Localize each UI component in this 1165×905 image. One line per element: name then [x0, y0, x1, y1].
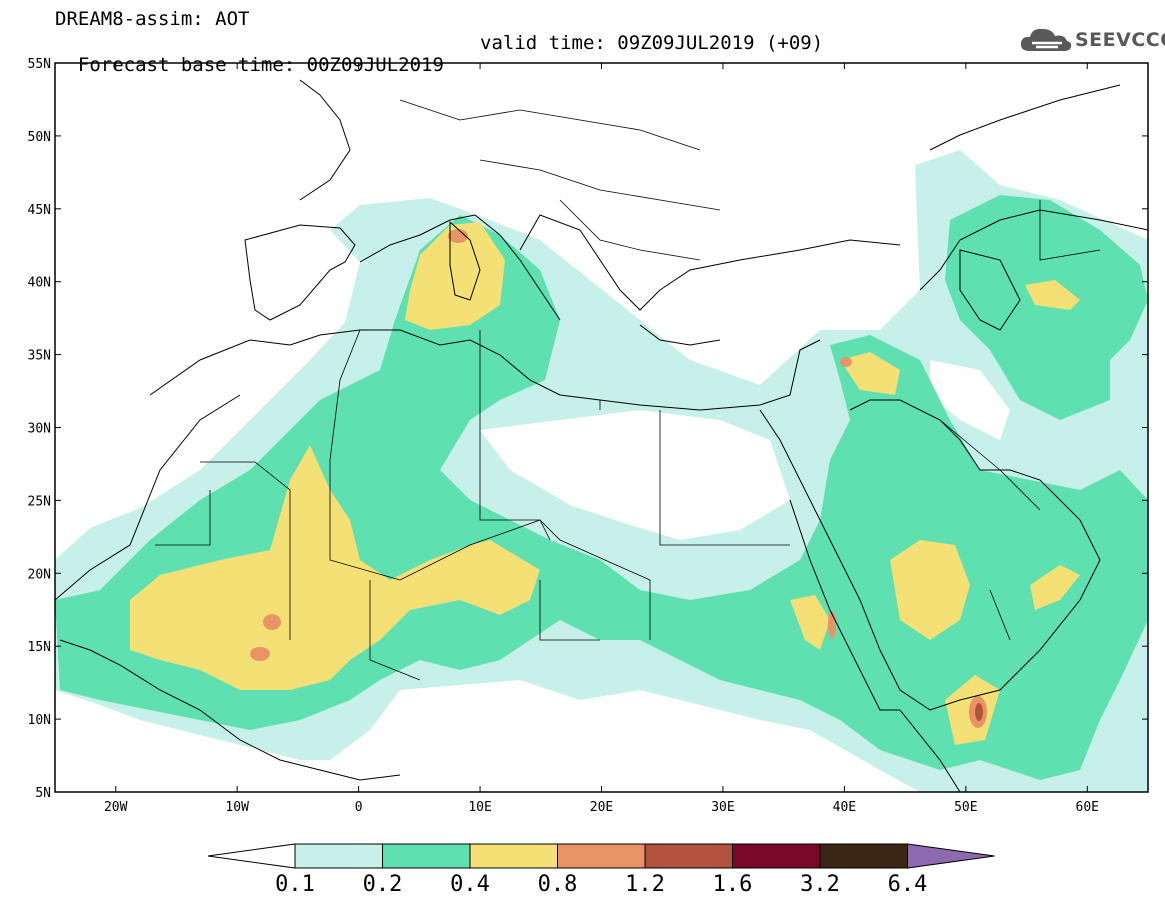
colorbar-segment: [294, 843, 383, 869]
colorbar-label: 0.4: [450, 872, 490, 897]
colorbar-label: 0.1: [275, 872, 315, 897]
aot-clear-iran: [930, 360, 1010, 440]
aot-band-0.4-redsea: [790, 595, 830, 650]
lat-label: 40N: [28, 276, 51, 291]
colorbar-over-triangle: [907, 843, 995, 869]
colorbar-segment: [557, 843, 646, 869]
colorbar-label: 1.6: [712, 872, 753, 897]
lat-label: 30N: [28, 422, 51, 437]
base-time: Forecast base time: 00Z09JUL2019: [77, 54, 444, 76]
lon-label: 20W: [104, 800, 128, 815]
lon-label: 10W: [225, 800, 249, 815]
logo-text: SEEVCCC: [1075, 29, 1165, 51]
lat-label: 5N: [35, 786, 51, 801]
aot-band-0.4-iraq: [840, 352, 900, 395]
aot-band-0.4-oman: [1030, 565, 1080, 610]
latitude-axis: 55N 50N 45N 40N 35N 30N 25N 20N 15N 10N 5N: [28, 57, 1148, 801]
lon-label: 0: [355, 800, 363, 815]
aot-band-0.8-genoa: [448, 229, 468, 243]
lon-label: 30E: [711, 800, 734, 815]
seevccc-logo: SEEVCCC: [1018, 25, 1165, 55]
lon-label: 40E: [833, 800, 856, 815]
colorbar-label: 0.8: [537, 872, 578, 897]
colorbar-label: 1.2: [625, 872, 665, 897]
lat-label: 15N: [28, 640, 51, 655]
lat-label: 20N: [28, 567, 51, 582]
aot-band-0.2-caspian: [945, 195, 1148, 420]
colorbar-label: 3.2: [800, 872, 840, 897]
lat-label: 10N: [28, 713, 51, 728]
colorbar-label: 6.4: [887, 872, 928, 897]
aot-band-1.2-somalia: [975, 703, 983, 721]
lat-label: 50N: [28, 130, 51, 145]
colorbar-segment: [819, 843, 908, 869]
colorbar-label: 0.2: [362, 872, 403, 897]
lon-label: 10E: [468, 800, 491, 815]
lat-label: 55N: [28, 57, 51, 72]
colorbar-under-triangle: [207, 843, 296, 869]
colorbar: [207, 843, 995, 869]
lat-label: 25N: [28, 494, 51, 509]
lat-label: 45N: [28, 203, 51, 218]
lon-label: 60E: [1076, 800, 1099, 815]
lon-label: 20E: [590, 800, 613, 815]
cloud-icon: [1020, 28, 1072, 51]
aot-band-0.4-arabia: [890, 540, 970, 640]
aot-band-0.8-mali: [263, 614, 281, 630]
forecast-times: Forecast base time: 00Z09JUL2019 valid ti…: [55, 32, 823, 76]
aot-band-0.8-niger: [250, 647, 270, 661]
colorbar-segment: [732, 843, 821, 869]
lon-label: 50E: [954, 800, 977, 815]
borders: [155, 99, 1101, 681]
chart-title: DREAM8-assim: AOT: [55, 8, 250, 30]
valid-time: valid time: 09Z09JUL2019 (+09): [480, 32, 824, 54]
colorbar-segment: [382, 843, 471, 869]
longitude-axis: 20W 10W 0 10E 20E 30E 40E 50E 60E: [104, 63, 1099, 815]
aot-band-0.4-sardinia: [405, 222, 505, 330]
aot-band-0.4-kz: [1025, 280, 1080, 310]
colorbar-segment: [469, 843, 558, 869]
aot-band-0.4-sahel: [130, 445, 540, 690]
lat-label: 35N: [28, 349, 51, 364]
aot-band-0.8-iraq: [840, 357, 852, 367]
aot-clear-egypt: [480, 410, 790, 540]
aot-band-0.8-redsea: [828, 611, 836, 639]
coastlines: [55, 79, 1148, 792]
colorbar-segment: [644, 843, 733, 869]
aot-field: [55, 79, 1148, 792]
